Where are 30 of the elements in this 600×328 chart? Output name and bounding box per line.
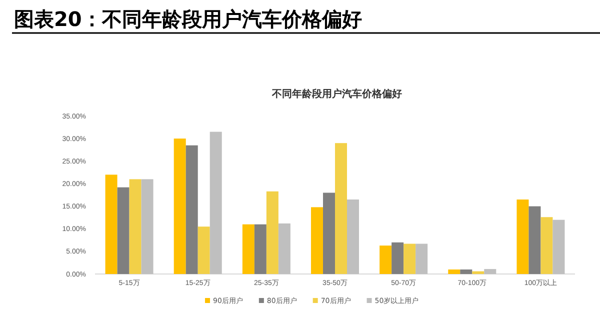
bar [141,179,154,274]
bar [266,191,278,274]
bar [392,242,404,274]
bar [105,174,118,274]
bar [552,220,565,274]
bar [323,192,335,274]
bar [448,269,460,274]
bar [278,223,290,274]
bar [242,224,254,274]
bar [484,269,496,274]
bar [254,224,266,274]
bar [117,187,130,274]
chart-title: 图表20：不同年龄段用户汽车价格偏好 [14,7,362,31]
bar [516,200,529,274]
bar [528,206,541,274]
chart-subtitle: 不同年龄段用户汽车价格偏好 [271,88,402,100]
bar [174,138,186,274]
bar [129,179,142,274]
bar [460,269,472,274]
bar [416,244,428,274]
bar [335,143,347,274]
bar [472,271,484,274]
bar [540,217,553,274]
bar [186,145,198,274]
bar [210,132,222,274]
bar [311,207,323,274]
bar [347,200,359,274]
bar [380,246,392,274]
bar [198,226,210,274]
bar [404,244,416,274]
